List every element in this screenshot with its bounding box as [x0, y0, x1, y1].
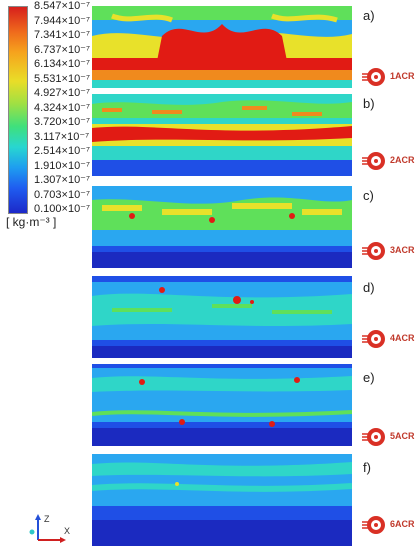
- contour-panel-f: [92, 454, 352, 546]
- fan-marker: 2ACR: [360, 150, 415, 172]
- fan-marker: 3ACR: [360, 240, 415, 262]
- color-scale-bar: [8, 6, 28, 214]
- fan-marker: 1ACR: [360, 66, 415, 88]
- scale-value: 7.341×10⁻⁷: [34, 29, 90, 41]
- fan-icon: [362, 242, 385, 260]
- scale-value: 0.100×10⁻⁷: [34, 203, 90, 215]
- fan-label: 6ACR: [390, 519, 415, 529]
- color-scale-labels: 8.547×10⁻⁷ 7.944×10⁻⁷ 7.341×10⁻⁷ 6.737×1…: [34, 0, 94, 220]
- fan-marker: 5ACR: [360, 426, 415, 448]
- fan-marker: 6ACR: [360, 514, 415, 536]
- scale-value: 3.117×10⁻⁷: [34, 130, 90, 143]
- fan-label: 4ACR: [390, 333, 415, 343]
- fan-icon: [362, 428, 385, 446]
- fan-icon: [362, 330, 385, 348]
- scale-value: 4.324×10⁻⁷: [34, 101, 90, 114]
- fan-icon: [362, 516, 385, 534]
- fan-label: 5ACR: [390, 431, 415, 441]
- panel-tag: c): [363, 188, 374, 203]
- panel-tag: e): [363, 370, 375, 385]
- contour-panel-b: [92, 94, 352, 176]
- contour-panel-d: [92, 276, 352, 358]
- scale-value: 2.514×10⁻⁷: [34, 145, 90, 157]
- scale-value: 8.547×10⁻⁷: [34, 0, 90, 12]
- fan-icon: [362, 152, 385, 170]
- fan-marker: 4ACR: [360, 328, 415, 350]
- scale-value: 6.134×10⁻⁷: [34, 58, 90, 70]
- panel-tag: d): [363, 280, 375, 295]
- contour-panel-a: [92, 6, 352, 88]
- fan-label: 1ACR: [390, 71, 415, 81]
- scale-value: 3.720×10⁻⁷: [34, 116, 90, 128]
- fan-icon: [362, 68, 385, 86]
- scale-value: 7.944×10⁻⁷: [34, 14, 90, 27]
- axis-triad: Z X: [24, 512, 74, 546]
- fan-label: 2ACR: [390, 155, 415, 165]
- scale-value: 5.531×10⁻⁷: [34, 72, 90, 85]
- scale-unit: [ kg·m⁻³ ]: [6, 215, 57, 229]
- scale-value: 1.307×10⁻⁷: [34, 174, 90, 186]
- scale-value: 6.737×10⁻⁷: [34, 43, 90, 56]
- fan-label: 3ACR: [390, 245, 415, 255]
- panel-tag: f): [363, 460, 371, 475]
- contour-panel-e: [92, 364, 352, 446]
- scale-value: 0.703×10⁻⁷: [34, 188, 90, 201]
- panel-tag: a): [363, 8, 375, 23]
- x-axis-label: X: [64, 526, 70, 536]
- panel-tag: b): [363, 96, 375, 111]
- scale-value: 4.927×10⁻⁷: [34, 87, 90, 99]
- z-axis-label: Z: [44, 514, 50, 524]
- scale-value: 1.910×10⁻⁷: [34, 159, 90, 172]
- contour-panel-c: [92, 186, 352, 268]
